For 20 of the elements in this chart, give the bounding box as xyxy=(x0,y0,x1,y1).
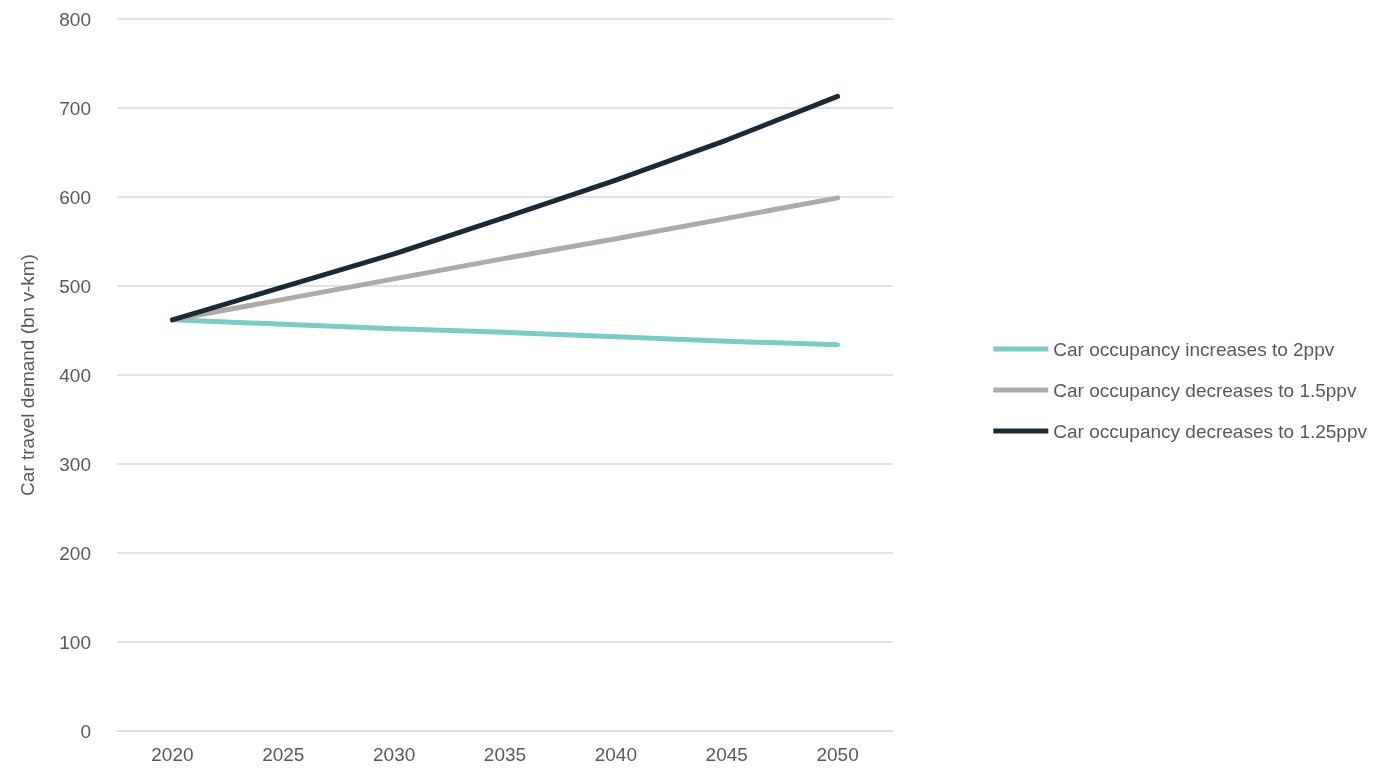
y-tick-label: 800 xyxy=(59,8,91,30)
x-tick-label: 2020 xyxy=(151,744,194,765)
y-tick-label: 200 xyxy=(59,542,91,564)
y-axis-title: Car travel demand (bn v-km) xyxy=(17,254,38,496)
y-tick-label: 400 xyxy=(59,364,91,386)
x-tick-label: 2040 xyxy=(594,744,637,765)
y-tick-label: 500 xyxy=(59,275,91,297)
y-tick-label: 700 xyxy=(59,97,91,119)
y-tick-label: 600 xyxy=(59,186,91,208)
x-tick-label: 2045 xyxy=(705,744,748,765)
x-tick-label: 2050 xyxy=(816,744,859,765)
legend-label: Car occupancy decreases to 1.25ppv xyxy=(1053,420,1368,442)
legend-label: Car occupancy increases to 2ppv xyxy=(1053,338,1335,360)
x-tick-label: 2030 xyxy=(373,744,416,765)
y-tick-label: 0 xyxy=(80,720,91,742)
y-tick-label: 100 xyxy=(59,631,91,653)
y-tick-label: 300 xyxy=(59,453,91,475)
x-tick-label: 2035 xyxy=(483,744,527,765)
legend-label: Car occupancy decreases to 1.5ppv xyxy=(1053,379,1357,401)
x-tick-label: 2025 xyxy=(262,744,305,765)
